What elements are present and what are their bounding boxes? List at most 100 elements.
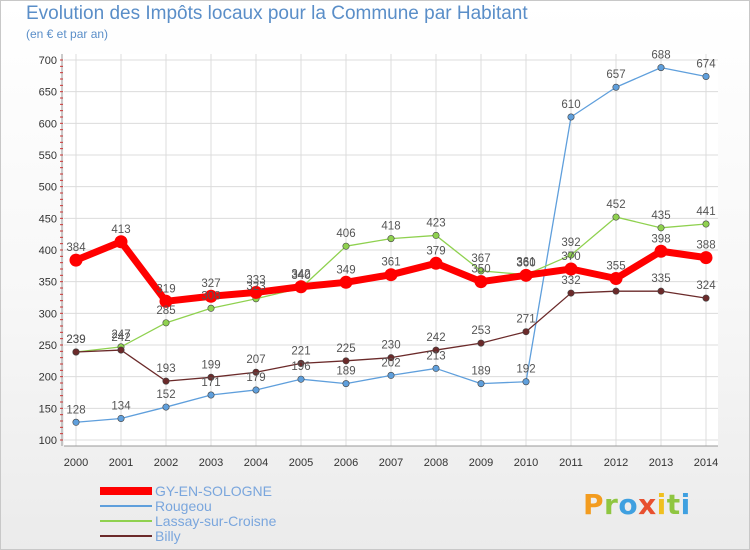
data-label: 179	[246, 372, 265, 384]
x-tick-label: 2001	[109, 457, 133, 469]
data-label: 392	[561, 237, 580, 249]
data-point	[699, 251, 713, 265]
x-tick-label: 2014	[694, 457, 718, 469]
data-point	[117, 414, 125, 422]
data-label: 423	[426, 217, 445, 229]
data-point	[702, 72, 710, 80]
y-tick-label: 100	[39, 435, 57, 447]
y-tick-label: 150	[39, 403, 57, 415]
data-label: 327	[201, 278, 220, 290]
legend-label: GY-EN-SOLOGNE	[155, 483, 272, 499]
data-point	[114, 235, 128, 249]
data-label: 221	[291, 345, 310, 357]
y-tick-label: 600	[39, 118, 57, 130]
data-label: 193	[156, 363, 175, 375]
logo-letter: t	[666, 488, 681, 521]
x-tick-label: 2004	[244, 457, 268, 469]
data-label: 361	[381, 257, 400, 269]
data-point	[429, 256, 443, 270]
chart-title: Evolution des Impôts locaux pour la Comm…	[26, 3, 528, 24]
logo-letter: r	[604, 488, 619, 521]
data-point	[567, 251, 575, 259]
data-label: 610	[561, 99, 580, 111]
data-label: 361	[516, 257, 535, 269]
data-point	[297, 375, 305, 383]
legend-swatch	[100, 535, 152, 537]
data-point	[72, 418, 80, 426]
data-point	[522, 378, 530, 386]
data-point	[207, 391, 215, 399]
data-point	[432, 364, 440, 372]
data-point	[387, 371, 395, 379]
data-label: 384	[66, 242, 86, 254]
data-label: 332	[561, 275, 580, 287]
data-point	[252, 368, 260, 376]
data-label: 452	[606, 199, 625, 211]
data-point	[522, 328, 530, 336]
y-tick-label: 200	[39, 372, 57, 384]
data-point	[384, 268, 398, 282]
data-label: 225	[336, 343, 355, 355]
legend-label: Rougeou	[155, 498, 212, 514]
data-point	[297, 359, 305, 367]
legend-label: Lassay-sur-Croisne	[155, 513, 277, 529]
data-point	[159, 294, 173, 308]
legend-label: Billy	[155, 528, 181, 544]
data-label: 435	[651, 210, 670, 222]
data-point	[657, 287, 665, 295]
data-label: 688	[651, 50, 670, 62]
data-label: 342	[291, 269, 310, 281]
y-tick-label: 300	[39, 308, 57, 320]
data-point	[612, 287, 620, 295]
data-label: 319	[156, 283, 175, 295]
data-label: 171	[201, 377, 220, 389]
data-label: 398	[651, 233, 670, 245]
data-label: 239	[66, 334, 85, 346]
y-tick-label: 400	[39, 245, 57, 257]
data-label: 271	[516, 314, 535, 326]
data-point	[117, 346, 125, 354]
logo-letter: o	[618, 488, 639, 521]
data-point	[204, 289, 218, 303]
data-point	[702, 220, 710, 228]
data-point	[162, 377, 170, 385]
data-point	[474, 275, 488, 289]
legend-swatch	[100, 487, 152, 495]
data-point	[612, 213, 620, 221]
y-tick-label: 700	[39, 55, 57, 67]
data-label: 152	[156, 389, 175, 401]
data-point	[249, 285, 263, 299]
data-label: 340	[291, 270, 310, 282]
data-label: 242	[111, 332, 130, 344]
data-label: 406	[336, 228, 355, 240]
x-tick-label: 2013	[649, 457, 673, 469]
data-label: 355	[606, 261, 625, 273]
data-label: 213	[426, 350, 445, 362]
data-label: 349	[336, 264, 355, 276]
data-point	[294, 280, 308, 294]
y-tick-label: 350	[39, 277, 57, 289]
data-label: 239	[66, 334, 85, 346]
data-point	[612, 83, 620, 91]
data-point	[657, 64, 665, 72]
legend-swatch	[100, 520, 152, 522]
data-label: 308	[201, 290, 220, 302]
logo-letter: i	[656, 488, 667, 521]
data-label: 335	[651, 273, 670, 285]
data-label: 324	[696, 280, 716, 292]
data-label: 247	[111, 329, 130, 341]
data-point	[567, 289, 575, 297]
legend-swatch	[100, 505, 152, 507]
data-label: 441	[696, 206, 715, 218]
data-point	[342, 380, 350, 388]
data-point	[387, 354, 395, 362]
data-label: 333	[246, 274, 265, 286]
data-label: 196	[291, 361, 310, 373]
logo-letter: x	[638, 488, 657, 521]
data-point	[72, 348, 80, 356]
data-label: 230	[381, 340, 400, 352]
y-tick-label: 500	[39, 182, 57, 194]
x-tick-label: 2011	[559, 457, 583, 469]
data-label: 367	[471, 253, 490, 265]
